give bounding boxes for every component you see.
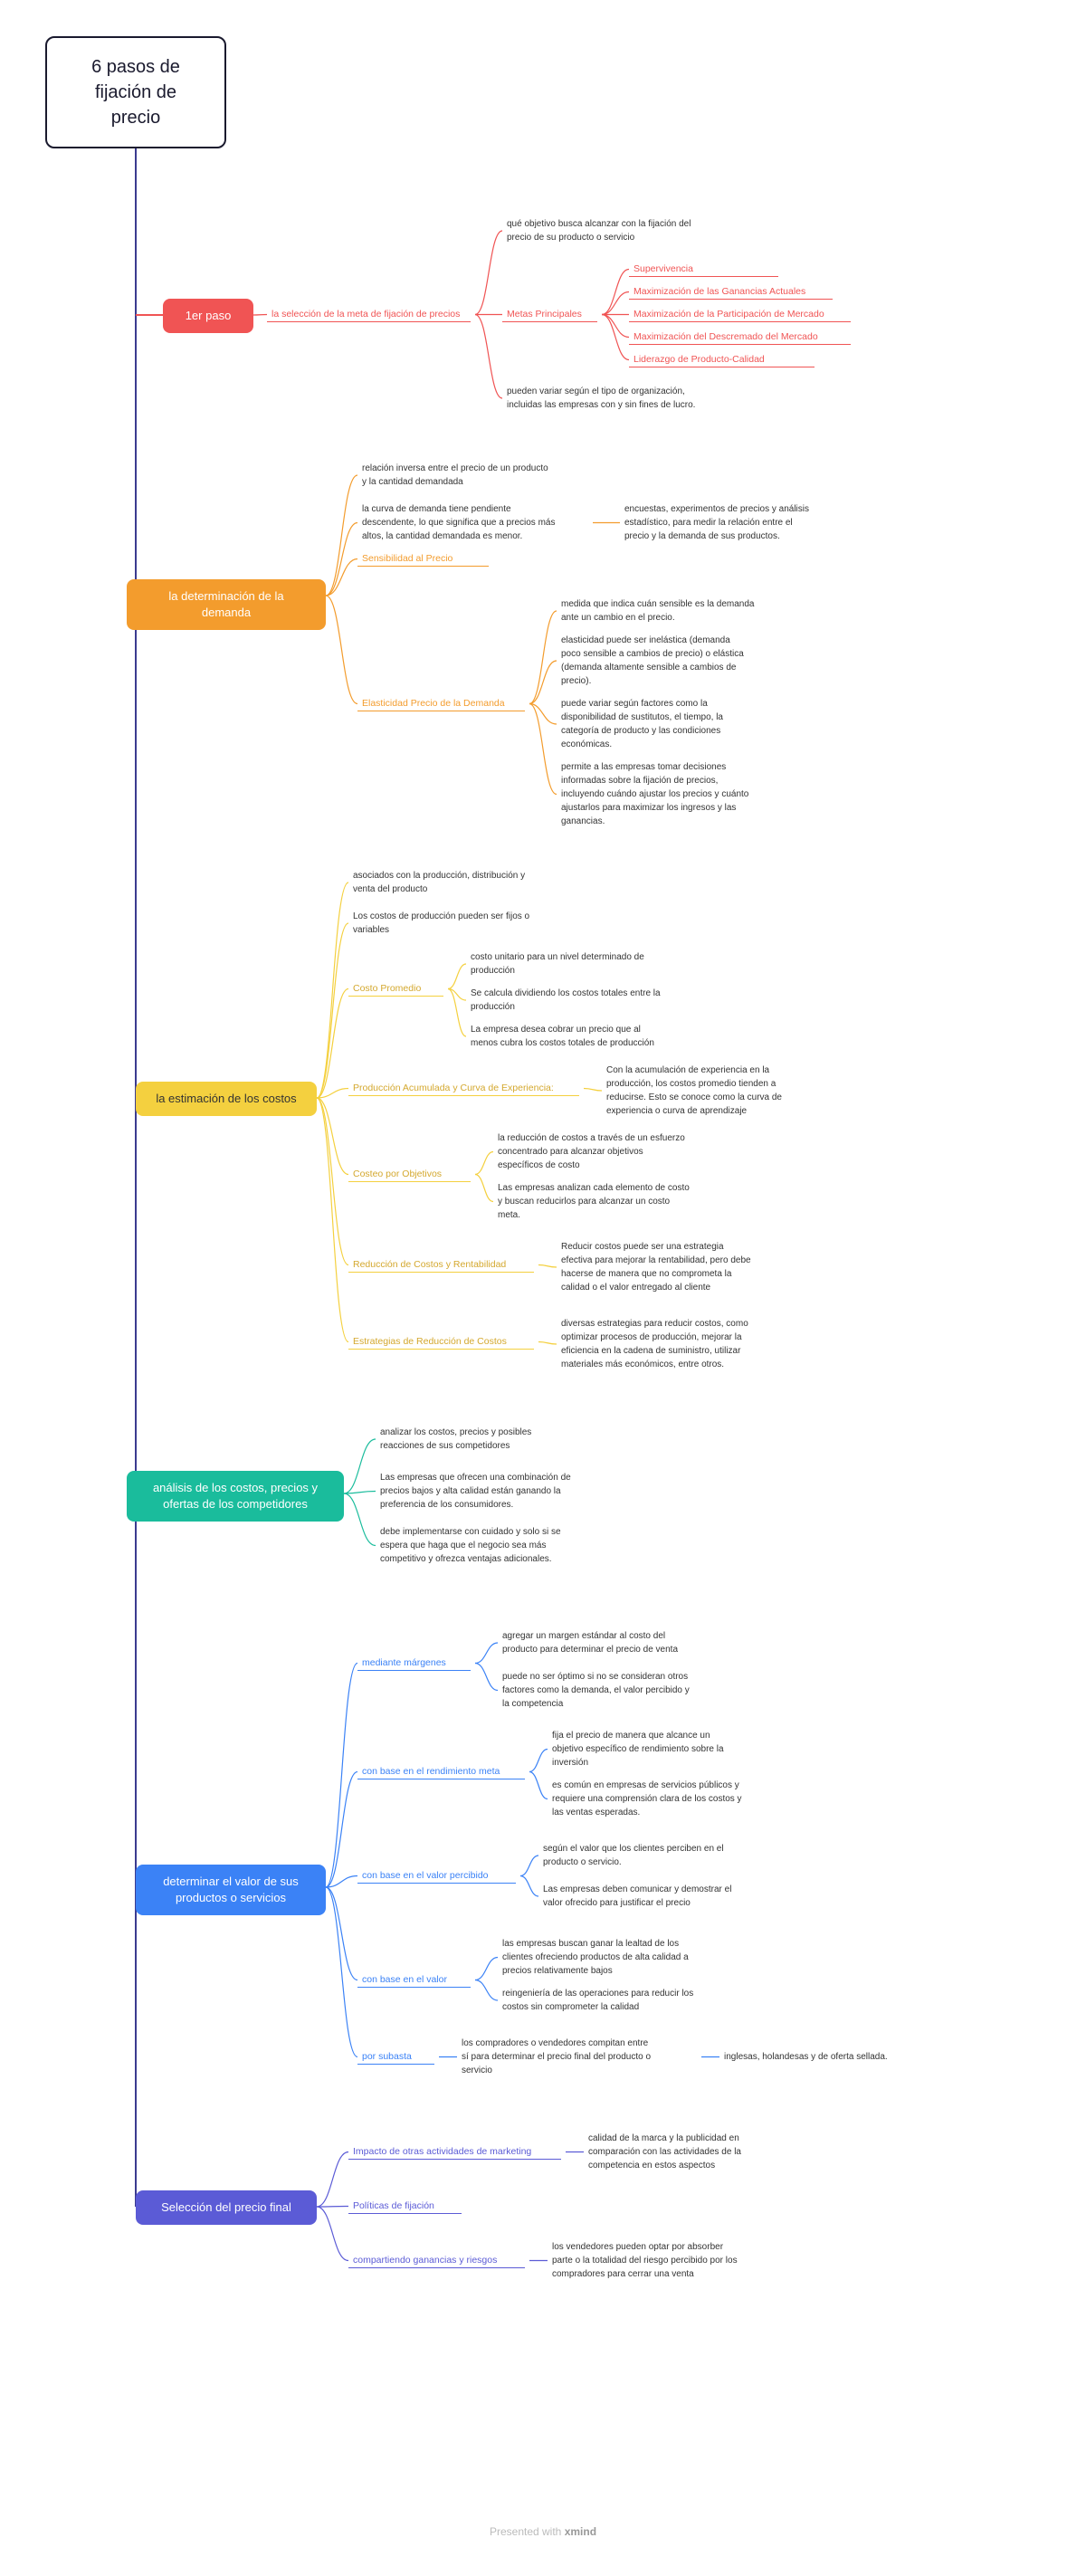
leaf-text: reingeniería de las operaciones para red…	[502, 1987, 738, 2014]
leaf-text: Con la acumulación de experiencia en lap…	[606, 1064, 824, 1118]
leaf-text: Las empresas analizan cada elemento de c…	[498, 1181, 724, 1222]
leaf-text: las empresas buscan ganar la lealtad de …	[502, 1937, 729, 1978]
leaf-text: qué objetivo busca alcanzar con la fijac…	[507, 217, 724, 244]
leaf-text: puede variar según factores como ladispo…	[561, 697, 787, 751]
root-node: 6 pasos defijación de precio	[45, 36, 226, 148]
step-node: análisis de los costos, precios yofertas…	[127, 1471, 344, 1522]
subtopic: Políticas de fijación	[353, 2199, 462, 2213]
leaf-text: Reducir costos puede ser una estrategiae…	[561, 1240, 787, 1294]
step-node: Selección del precio final	[136, 2190, 317, 2225]
leaf-text: inglesas, holandesas y de oferta sellada…	[724, 2050, 923, 2064]
leaf-text: agregar un margen estándar al costo delp…	[502, 1629, 729, 1656]
leaf-text: permite a las empresas tomar decisionesi…	[561, 760, 796, 828]
leaf-text: diversas estrategias para reducir costos…	[561, 1317, 787, 1371]
subtopic: Producción Acumulada y Curva de Experien…	[353, 1082, 579, 1095]
leaf-text: los vendedores pueden optar por absorber…	[552, 2240, 778, 2281]
subtopic: con base en el valor	[362, 1973, 471, 1987]
leaf-text: la reducción de costos a través de un es…	[498, 1131, 724, 1172]
leaf-text: asociados con la producción, distribució…	[353, 869, 561, 896]
leaf-text: elasticidad puede ser inelástica (demand…	[561, 634, 787, 688]
leaf-text: Los costos de producción pueden ser fijo…	[353, 910, 561, 937]
subtopic: mediante márgenes	[362, 1656, 471, 1670]
leaf-text: encuestas, experimentos de precios y aná…	[624, 502, 851, 543]
leaf-text: costo unitario para un nivel determinado…	[471, 950, 688, 978]
leaf-text: relación inversa entre el precio de un p…	[362, 462, 579, 489]
subtopic: compartiendo ganancias y riesgos	[353, 2254, 525, 2267]
subtopic: Costo Promedio	[353, 982, 443, 996]
subtopic: por subasta	[362, 2050, 434, 2064]
subtopic: Maximización de la Participación de Merc…	[634, 308, 851, 321]
footer: Presented with xmind	[0, 2525, 1086, 2538]
subtopic: Impacto de otras actividades de marketin…	[353, 2145, 561, 2159]
leaf-text: analizar los costos, precios y posiblesr…	[380, 1426, 588, 1453]
subtopic: Maximización del Descremado del Mercado	[634, 330, 851, 344]
leaf-text: Las empresas deben comunicar y demostrar…	[543, 1883, 769, 1910]
subtopic: con base en el valor percibido	[362, 1869, 516, 1883]
leaf-text: pueden variar según el tipo de organizac…	[507, 385, 742, 412]
subtopic: Supervivencia	[634, 262, 778, 276]
leaf-text: Se calcula dividiendo los costos totales…	[471, 987, 697, 1014]
leaf-text: según el valor que los clientes perciben…	[543, 1842, 769, 1869]
step-node: la determinación de la demanda	[127, 579, 326, 630]
subtopic: Liderazgo de Producto-Calidad	[634, 353, 814, 367]
leaf-text: los compradores o vendedores compitan en…	[462, 2037, 697, 2077]
leaf-text: es común en empresas de servicios públic…	[552, 1779, 778, 1819]
subtopic: Elasticidad Precio de la Demanda	[362, 697, 525, 711]
leaf-text: medida que indica cuán sensible es la de…	[561, 597, 787, 625]
subtopic: con base en el rendimiento meta	[362, 1765, 525, 1779]
leaf-text: Las empresas que ofrecen una combinación…	[380, 1471, 606, 1512]
subtopic: Maximización de las Ganancias Actuales	[634, 285, 833, 299]
leaf-text: puede no ser óptimo si no se consideran …	[502, 1670, 729, 1711]
step-node: la estimación de los costos	[136, 1082, 317, 1116]
subtopic: Sensibilidad al Precio	[362, 552, 489, 566]
leaf-text: La empresa desea cobrar un precio que al…	[471, 1023, 697, 1050]
leaf-text: fija el precio de manera que alcance uno…	[552, 1729, 769, 1770]
leaf-text: calidad de la marca y la publicidad enco…	[588, 2132, 796, 2172]
leaf-text: la curva de demanda tiene pendientedesce…	[362, 502, 588, 543]
step-node: determinar el valor de susproductos o se…	[136, 1865, 326, 1915]
step-node: 1er paso	[163, 299, 253, 333]
subtopic: Reducción de Costos y Rentabilidad	[353, 1258, 534, 1272]
subtopic: la selección de la meta de fijación de p…	[272, 308, 471, 321]
leaf-text: debe implementarse con cuidado y solo si…	[380, 1525, 606, 1566]
subtopic: Metas Principales	[507, 308, 597, 321]
subtopic: Costeo por Objetivos	[353, 1168, 471, 1181]
subtopic: Estrategias de Reducción de Costos	[353, 1335, 534, 1349]
